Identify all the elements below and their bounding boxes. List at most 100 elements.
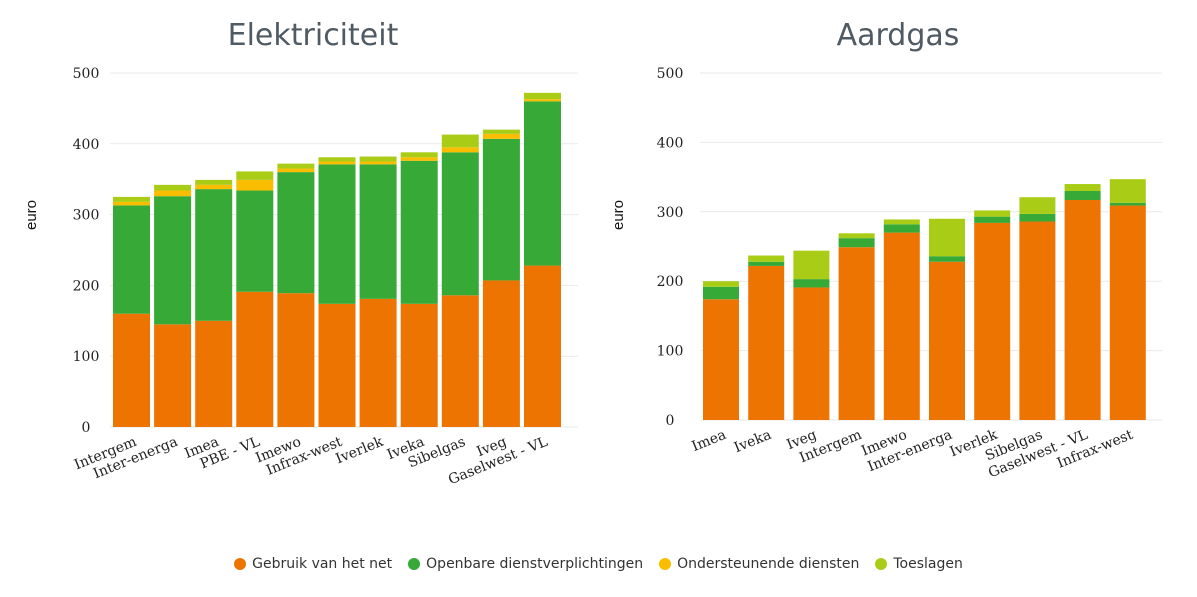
elektriciteit-bar-imewo-ondersteunende-diensten[interactable] xyxy=(277,168,315,173)
elektriciteit-bar-sibelgas-gebruik-van-het-net[interactable] xyxy=(441,295,479,427)
aardgas-x-tick-label: Iveka xyxy=(732,427,774,456)
elektriciteit-bar-inter-energa-gebruik-van-het-net[interactable] xyxy=(154,324,192,427)
aardgas-bar-inter-energa-gebruik-van-het-net[interactable] xyxy=(929,261,965,420)
elektriciteit-bar-inter-energa-toeslagen[interactable] xyxy=(154,184,192,191)
legend-item-toeslagen[interactable]: Toeslagen xyxy=(875,556,963,572)
elektriciteit-bar-pbe-vl-openbare-dienstverplichtingen[interactable] xyxy=(236,190,274,292)
aardgas-title: Aardgas xyxy=(837,18,960,53)
elektriciteit-bar-iveka-ondersteunende-diensten[interactable] xyxy=(400,157,438,161)
elektriciteit-bar-infrax-west-gebruik-van-het-net[interactable] xyxy=(318,303,356,427)
legend-item-ondersteunende[interactable]: Ondersteunende diensten xyxy=(659,556,859,572)
aardgas-bar-iverlek-openbare-dienstverplichtingen[interactable] xyxy=(974,216,1011,223)
legend-label-toeslagen: Toeslagen xyxy=(893,556,963,572)
aardgas-bar-inter-energa-openbare-dienstverplichtingen[interactable] xyxy=(929,256,965,262)
aardgas-bar-iveg-gebruik-van-het-net[interactable] xyxy=(793,287,830,420)
aardgas-bar-intergem-toeslagen[interactable] xyxy=(838,233,875,239)
aardgas-bar-imea-gebruik-van-het-net[interactable] xyxy=(703,299,739,420)
elektriciteit-bar-infrax-west-openbare-dienstverplichtingen[interactable] xyxy=(318,164,356,304)
aardgas-bar-sibelgas-openbare-dienstverplichtingen[interactable] xyxy=(1019,213,1056,222)
elektriciteit-bar-iverlek-toeslagen[interactable] xyxy=(359,156,397,162)
elektriciteit-bar-gaselwest-vl-toeslagen[interactable] xyxy=(524,92,561,100)
elektriciteit-bar-imea-toeslagen[interactable] xyxy=(195,179,233,185)
elektriciteit-title: Elektriciteit xyxy=(228,18,399,53)
aardgas-bar-iveka-gebruik-van-het-net[interactable] xyxy=(748,265,785,420)
elektriciteit-bar-intergem-gebruik-van-het-net[interactable] xyxy=(113,313,150,427)
legend-item-gebruik[interactable]: Gebruik van het net xyxy=(234,556,392,572)
aardgas-bar-infrax-west-gebruik-van-het-net[interactable] xyxy=(1109,205,1146,420)
elektriciteit-y-tick-label: 500 xyxy=(73,66,100,82)
aardgas-bar-sibelgas-toeslagen[interactable] xyxy=(1019,197,1056,214)
elektriciteit-bar-infrax-west-toeslagen[interactable] xyxy=(318,157,356,162)
elektriciteit-bar-inter-energa-openbare-dienstverplichtingen[interactable] xyxy=(154,196,192,325)
legend-swatch-gebruik xyxy=(234,558,247,570)
aardgas-bar-sibelgas-gebruik-van-het-net[interactable] xyxy=(1019,221,1056,420)
aardgas-bar-iveg-toeslagen[interactable] xyxy=(793,250,830,280)
elektriciteit-bar-intergem-ondersteunende-diensten[interactable] xyxy=(113,201,150,206)
aardgas-bar-imea-openbare-dienstverplichtingen[interactable] xyxy=(703,286,739,300)
elektriciteit-bar-pbe-vl-gebruik-van-het-net[interactable] xyxy=(236,291,274,427)
aardgas-bar-inter-energa-toeslagen[interactable] xyxy=(929,218,965,257)
aardgas-bar-iverlek-gebruik-van-het-net[interactable] xyxy=(974,222,1011,420)
aardgas-bar-intergem-openbare-dienstverplichtingen[interactable] xyxy=(838,238,875,248)
elektriciteit-bar-sibelgas-toeslagen[interactable] xyxy=(441,134,479,148)
aardgas-bar-imewo-openbare-dienstverplichtingen[interactable] xyxy=(883,224,920,233)
elektriciteit-bar-gaselwest-vl-ondersteunende-diensten[interactable] xyxy=(524,99,561,102)
elektriciteit-bar-gaselwest-vl-gebruik-van-het-net[interactable] xyxy=(524,265,561,427)
elektriciteit-bar-iveg-gebruik-van-het-net[interactable] xyxy=(482,280,520,427)
aardgas-x-tick-label: Imea xyxy=(690,427,729,455)
elektriciteit-bar-imewo-gebruik-van-het-net[interactable] xyxy=(277,293,315,427)
elektriciteit-chart: Elektriciteit euro 0100200300400500Inter… xyxy=(23,18,578,488)
aardgas-bar-iveka-openbare-dienstverplichtingen[interactable] xyxy=(748,261,785,266)
elektriciteit-bar-iverlek-openbare-dienstverplichtingen[interactable] xyxy=(359,164,397,299)
aardgas-bar-gaselwest-vl-gebruik-van-het-net[interactable] xyxy=(1064,200,1101,420)
aardgas-bar-imewo-toeslagen[interactable] xyxy=(883,219,920,225)
elektriciteit-bar-iverlek-ondersteunende-diensten[interactable] xyxy=(359,161,397,165)
aardgas-bar-intergem-gebruik-van-het-net[interactable] xyxy=(838,247,875,420)
elektriciteit-bar-iveg-openbare-dienstverplichtingen[interactable] xyxy=(482,138,520,281)
aardgas-y-axis-label: euro xyxy=(610,200,627,230)
elektriciteit-bar-pbe-vl-toeslagen[interactable] xyxy=(236,171,274,180)
elektriciteit-bar-gaselwest-vl-openbare-dienstverplichtingen[interactable] xyxy=(524,101,561,266)
elektriciteit-bar-iveka-openbare-dienstverplichtingen[interactable] xyxy=(400,160,438,304)
legend-swatch-openbare xyxy=(408,558,421,570)
aardgas-bar-iveka-toeslagen[interactable] xyxy=(748,255,785,262)
elektriciteit-bar-iveka-gebruik-van-het-net[interactable] xyxy=(400,303,438,427)
elektriciteit-x-tick-label: Iverlek xyxy=(334,434,387,468)
elektriciteit-bar-iveka-toeslagen[interactable] xyxy=(400,152,438,158)
aardgas-bar-infrax-west-toeslagen[interactable] xyxy=(1109,179,1146,203)
elektriciteit-bar-imewo-openbare-dienstverplichtingen[interactable] xyxy=(277,172,315,294)
elektriciteit-bar-infrax-west-ondersteunende-diensten[interactable] xyxy=(318,161,356,165)
elektriciteit-y-tick-label: 300 xyxy=(73,208,100,224)
elektriciteit-bar-intergem-openbare-dienstverplichtingen[interactable] xyxy=(113,205,150,314)
aardgas-bar-gaselwest-vl-toeslagen[interactable] xyxy=(1064,184,1101,191)
aardgas-bar-infrax-west-openbare-dienstverplichtingen[interactable] xyxy=(1109,202,1146,206)
elektriciteit-bar-iverlek-gebruik-van-het-net[interactable] xyxy=(359,298,397,427)
aardgas-bar-gaselwest-vl-openbare-dienstverplichtingen[interactable] xyxy=(1064,190,1101,201)
elektriciteit-bar-iveg-ondersteunende-diensten[interactable] xyxy=(482,133,520,139)
elektriciteit-y-tick-label: 200 xyxy=(73,278,100,294)
elektriciteit-bar-inter-energa-ondersteunende-diensten[interactable] xyxy=(154,190,192,197)
elektriciteit-y-tick-label: 400 xyxy=(73,137,100,153)
aardgas-bar-imewo-gebruik-van-het-net[interactable] xyxy=(883,232,920,420)
legend-swatch-toeslagen xyxy=(875,558,888,570)
aardgas-y-tick-label: 400 xyxy=(657,135,684,151)
aardgas-bar-imea-toeslagen[interactable] xyxy=(703,281,739,287)
elektriciteit-bar-imea-gebruik-van-het-net[interactable] xyxy=(195,320,233,427)
elektriciteit-bar-imea-ondersteunende-diensten[interactable] xyxy=(195,184,233,190)
elektriciteit-bar-sibelgas-ondersteunende-diensten[interactable] xyxy=(441,147,479,153)
elektriciteit-y-axis-label: euro xyxy=(23,200,40,230)
charts-canvas: Elektriciteit euro 0100200300400500Inter… xyxy=(23,18,1162,488)
elektriciteit-bar-iveg-toeslagen[interactable] xyxy=(482,129,520,134)
aardgas-bar-iverlek-toeslagen[interactable] xyxy=(974,210,1011,217)
elektriciteit-bar-sibelgas-openbare-dienstverplichtingen[interactable] xyxy=(441,152,479,296)
elektriciteit-bar-pbe-vl-ondersteunende-diensten[interactable] xyxy=(236,179,274,191)
elektriciteit-bar-intergem-toeslagen[interactable] xyxy=(113,196,150,202)
elektriciteit-bar-imea-openbare-dienstverplichtingen[interactable] xyxy=(195,189,233,321)
aardgas-bar-iveg-openbare-dienstverplichtingen[interactable] xyxy=(793,279,830,288)
elektriciteit-bar-imewo-toeslagen[interactable] xyxy=(277,163,315,169)
aardgas-y-tick-label: 0 xyxy=(666,413,675,429)
aardgas-y-tick-label: 100 xyxy=(657,344,684,360)
legend-item-openbare[interactable]: Openbare dienstverplichtingen xyxy=(408,556,643,572)
legend-label-openbare: Openbare dienstverplichtingen xyxy=(426,556,644,572)
